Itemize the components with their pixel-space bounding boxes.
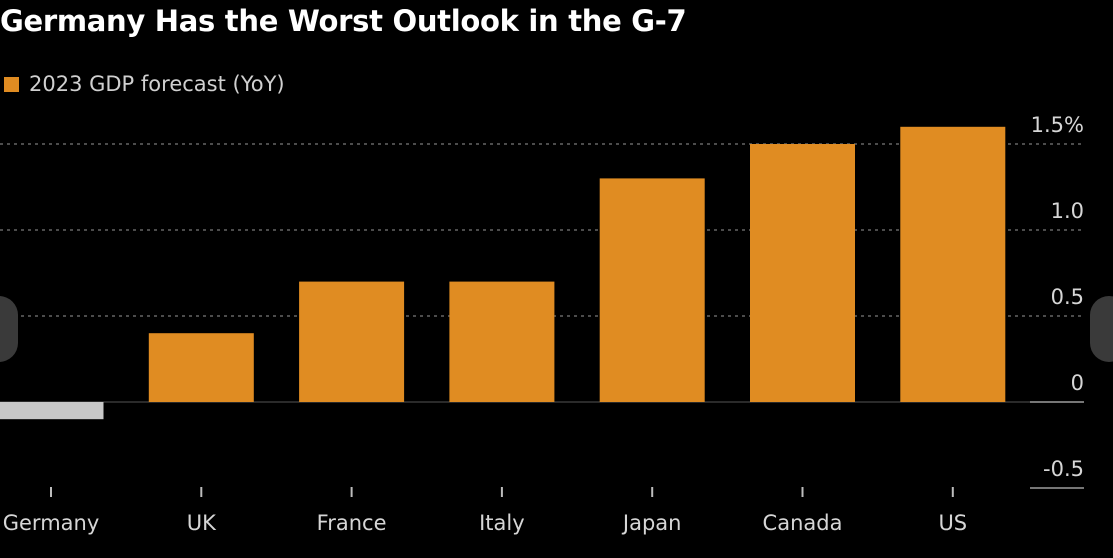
- bar-us: [900, 126, 1006, 403]
- x-tick-label: UK: [187, 511, 217, 535]
- legend-swatch: [4, 76, 19, 92]
- bar-france: [299, 281, 405, 402]
- x-tick-label: US: [938, 511, 967, 535]
- y-tick-label: -0.5: [1043, 457, 1084, 481]
- x-tick-label: Germany: [3, 511, 100, 535]
- y-tick-label: 1.5%: [1031, 113, 1084, 137]
- next-chart-button[interactable]: [1090, 296, 1113, 362]
- bar-germany: [0, 402, 104, 420]
- x-tick-label: Japan: [621, 511, 682, 535]
- x-tick-label: Italy: [479, 511, 525, 535]
- bar-canada: [750, 144, 855, 402]
- y-tick-label: 1.0: [1051, 199, 1084, 223]
- bar-japan: [599, 178, 705, 402]
- x-tick-label: France: [317, 511, 387, 535]
- y-tick-label: 0: [1071, 371, 1084, 395]
- bar-uk: [148, 333, 254, 402]
- legend: 2023 GDP forecast (YoY): [4, 72, 285, 96]
- legend-label: 2023 GDP forecast (YoY): [29, 72, 285, 96]
- chart-title: Germany Has the Worst Outlook in the G-7: [0, 4, 687, 38]
- y-tick-label: 0.5: [1051, 285, 1084, 309]
- previous-chart-button[interactable]: [0, 296, 18, 362]
- x-tick-label: Canada: [763, 511, 843, 535]
- bar-italy: [449, 281, 555, 402]
